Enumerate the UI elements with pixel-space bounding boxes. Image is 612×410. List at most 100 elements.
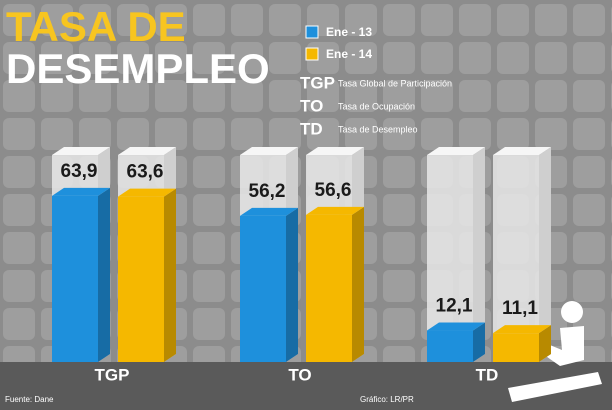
glass-top: [52, 147, 110, 155]
glass-side: [473, 147, 485, 362]
tile: [535, 118, 567, 150]
tile: [535, 42, 567, 74]
glass-top: [240, 147, 298, 155]
tile: [383, 4, 415, 36]
bar: [118, 196, 164, 362]
tile: [3, 156, 35, 188]
value-label: 11,1: [502, 298, 538, 319]
glass-side: [539, 147, 551, 362]
tile: [383, 156, 415, 188]
tile: [421, 118, 453, 150]
value-label: 63,6: [127, 162, 164, 183]
credit: Gráfico: LR/PR: [360, 395, 414, 404]
abbreviation-code: TGP: [300, 73, 335, 92]
tile: [573, 232, 605, 264]
bar-side: [473, 322, 485, 362]
tile: [193, 4, 225, 36]
floor: [0, 362, 612, 410]
tile: [459, 118, 491, 150]
tile: [497, 42, 529, 74]
tile: [383, 42, 415, 74]
tile: [41, 42, 73, 74]
bar: [493, 333, 539, 362]
tile: [421, 80, 453, 112]
tile: [193, 80, 225, 112]
tile: [41, 80, 73, 112]
tile: [497, 118, 529, 150]
tile: [3, 308, 35, 340]
tile: [345, 42, 377, 74]
tile: [383, 232, 415, 264]
tile: [573, 270, 605, 302]
tile: [231, 118, 263, 150]
bar: [306, 214, 352, 362]
bar-side: [539, 325, 551, 362]
tile: [421, 42, 453, 74]
bar-top: [240, 207, 298, 216]
bar-top: [118, 188, 176, 197]
tile: [573, 194, 605, 226]
tile: [459, 42, 491, 74]
tile: [345, 80, 377, 112]
legend-label: Ene - 14: [326, 47, 372, 61]
tile: [79, 80, 111, 112]
tile: [269, 80, 301, 112]
tile: [3, 118, 35, 150]
tile: [193, 232, 225, 264]
glass-top: [427, 147, 485, 155]
abbreviation-code: TD: [300, 119, 323, 138]
tile: [3, 270, 35, 302]
tile: [573, 80, 605, 112]
bar-side: [98, 187, 110, 362]
tile: [497, 80, 529, 112]
value-label: 12,1: [436, 296, 473, 317]
tile: [3, 42, 35, 74]
tile: [573, 42, 605, 74]
tile: [231, 42, 263, 74]
chart-title: DESEMPLEO: [6, 45, 270, 92]
tile: [383, 270, 415, 302]
bar-side: [164, 188, 176, 362]
tile: [155, 4, 187, 36]
tile: [231, 4, 263, 36]
tile: [155, 80, 187, 112]
tile: [193, 118, 225, 150]
chart-title: TASA DE: [6, 3, 186, 50]
tile: [421, 4, 453, 36]
tile: [573, 4, 605, 36]
bar-top: [306, 206, 364, 215]
tile: [383, 118, 415, 150]
legend-swatch: [305, 47, 319, 61]
person-icon: [508, 301, 602, 402]
bar-top: [427, 322, 485, 331]
tile: [193, 42, 225, 74]
tile: [231, 80, 263, 112]
abbreviation-meaning: Tasa de Desempleo: [338, 124, 418, 134]
tile: [117, 80, 149, 112]
tile: [269, 42, 301, 74]
tile: [3, 4, 35, 36]
x-tick-label: TO: [288, 365, 311, 384]
bar: [427, 330, 473, 362]
bar-top: [493, 325, 551, 334]
bar-side: [352, 206, 364, 362]
tile: [193, 156, 225, 188]
tile: [383, 80, 415, 112]
tile: [41, 118, 73, 150]
tile: [155, 42, 187, 74]
tile: [79, 118, 111, 150]
tile: [117, 4, 149, 36]
tile: [535, 80, 567, 112]
tile: [307, 118, 339, 150]
tile: [3, 194, 35, 226]
tile: [459, 4, 491, 36]
abbreviation-meaning: Tasa de Ocupación: [338, 101, 415, 111]
x-tick-label: TGP: [95, 365, 130, 384]
tile: [573, 118, 605, 150]
value-label: 56,2: [249, 181, 286, 202]
bar: [52, 195, 98, 362]
tile: [345, 118, 377, 150]
glass-top: [306, 147, 364, 155]
tile: [79, 42, 111, 74]
